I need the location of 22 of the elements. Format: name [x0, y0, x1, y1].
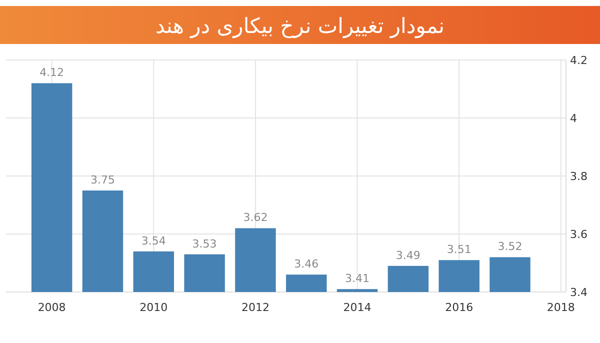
ytick: 3.8	[570, 170, 588, 183]
ytick: 3.6	[570, 228, 588, 241]
data-label: 3.51	[446, 243, 472, 256]
ytick: 3.4	[570, 286, 588, 299]
data-label: 3.53	[192, 237, 217, 250]
data-label: 3.62	[243, 211, 268, 224]
data-label: 4.12	[40, 66, 64, 80]
data-label: 3.41	[345, 272, 370, 286]
xtick: 2010	[140, 301, 168, 314]
data-label: 3.75	[90, 174, 115, 186]
data-label: 3.52	[498, 240, 522, 254]
data-label: 3.46	[294, 258, 319, 271]
xtick: 2008	[38, 301, 66, 314]
ytick: 4.2	[570, 54, 588, 67]
xtick: 2014	[343, 301, 372, 314]
data-label: 3.49	[396, 248, 420, 262]
title: نمودار تغییرات نرخ بیکاری در هند	[155, 14, 445, 38]
data-label: 3.54	[141, 234, 166, 248]
xtick: 2018	[546, 301, 575, 314]
ytick: 4	[570, 112, 577, 125]
xtick: 2016	[445, 301, 474, 314]
xtick: 2012	[241, 301, 270, 314]
